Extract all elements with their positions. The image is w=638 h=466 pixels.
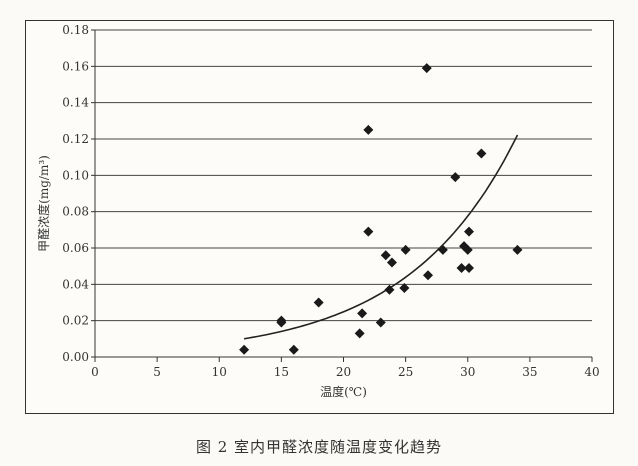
- data-point: [313, 297, 324, 308]
- data-point: [288, 344, 299, 355]
- data-point: [363, 226, 374, 237]
- y-tick-label: 0.12: [62, 132, 89, 146]
- y-tick-label: 0.14: [62, 96, 89, 110]
- data-point: [239, 344, 250, 355]
- x-tick-label: 30: [460, 365, 475, 379]
- y-axis-label: 甲醛浓度(mg/m³): [36, 155, 51, 252]
- data-point: [375, 317, 386, 328]
- data-point: [384, 284, 395, 295]
- x-tick-label: 15: [274, 365, 289, 379]
- x-tick-label: 20: [336, 365, 351, 379]
- y-tick-label: 0.16: [62, 59, 89, 73]
- y-tick-label: 0.18: [62, 23, 89, 37]
- data-point: [357, 308, 368, 319]
- data-point: [437, 244, 448, 255]
- data-point: [386, 257, 397, 268]
- data-point: [380, 250, 391, 261]
- chart-frame: [25, 20, 614, 414]
- y-tick-label: 0.08: [62, 205, 89, 219]
- x-tick-label: 25: [398, 365, 413, 379]
- data-point: [422, 270, 433, 281]
- data-point: [400, 244, 411, 255]
- x-tick-label: 35: [522, 365, 537, 379]
- data-point: [456, 262, 467, 273]
- x-axis-label: 温度(℃): [320, 384, 367, 399]
- x-tick-label: 10: [212, 365, 227, 379]
- data-point: [450, 172, 461, 183]
- y-tick-label: 0.02: [62, 314, 89, 328]
- data-point: [399, 282, 410, 293]
- data-point: [354, 328, 365, 339]
- data-point: [476, 148, 487, 159]
- data-point: [463, 262, 474, 273]
- data-point: [276, 315, 287, 326]
- y-tick-label: 0.06: [62, 241, 89, 255]
- data-point: [512, 244, 523, 255]
- y-tick-label: 0.00: [62, 350, 89, 364]
- data-point: [463, 226, 474, 237]
- x-tick-label: 40: [584, 365, 599, 379]
- figure-caption: 图 2 室内甲醛浓度随温度变化趋势: [195, 438, 443, 456]
- y-tick-label: 0.04: [62, 277, 89, 291]
- x-tick-label: 0: [91, 365, 99, 379]
- x-tick-label: 5: [153, 365, 161, 379]
- data-point: [421, 63, 432, 74]
- trendline: [243, 134, 519, 340]
- y-tick-label: 0.10: [62, 168, 89, 182]
- data-point: [462, 244, 473, 255]
- data-point: [363, 124, 374, 135]
